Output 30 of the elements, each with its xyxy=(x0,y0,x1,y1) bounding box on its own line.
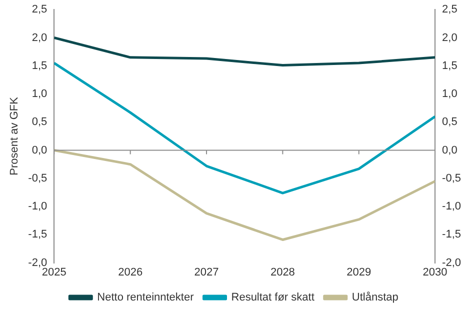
legend-label: Netto renteinntekter xyxy=(97,292,194,304)
y-tick-label: 1,5 xyxy=(32,60,48,72)
x-tick-label: 2026 xyxy=(118,266,143,278)
y2-tick-label: 2,0 xyxy=(442,32,458,44)
y2-tick-label: -1,0 xyxy=(442,200,462,213)
x-tick-label: 2028 xyxy=(270,266,295,278)
y2-tick-label: -0,5 xyxy=(442,172,462,184)
y-tick-label: 2,0 xyxy=(32,32,48,44)
y2-tick-label: 2,5 xyxy=(442,4,458,16)
y-axis-title: Prosent av GFK xyxy=(8,96,21,176)
y2-tick-label: 1,5 xyxy=(442,60,458,72)
y2-tick-label: 0,0 xyxy=(442,144,458,156)
y-tick-label: 2,5 xyxy=(32,4,48,16)
y-tick-label: 0,5 xyxy=(32,116,48,128)
y2-tick-label: 0,5 xyxy=(442,116,458,128)
x-tick-label: 2027 xyxy=(194,266,219,278)
y2-tick-label: 1,0 xyxy=(442,88,458,100)
x-tick-label: 2029 xyxy=(346,266,372,278)
y2-tick-label: -2,0 xyxy=(442,256,462,269)
x-tick-label: 2030 xyxy=(422,266,448,278)
y-tick-label: -1,5 xyxy=(28,228,48,241)
y-tick-label: 1,0 xyxy=(32,88,48,100)
y-tick-label: -0,5 xyxy=(28,172,48,184)
legend-label: Resultat før skatt xyxy=(231,292,314,304)
x-tick-label: 2025 xyxy=(42,266,66,278)
legend-label: Utlånstap xyxy=(352,292,398,304)
y-tick-label: -2,0 xyxy=(28,256,48,269)
y-tick-label: 0,0 xyxy=(32,144,48,156)
y2-tick-label: -1,5 xyxy=(442,228,462,241)
y-tick-label: -1,0 xyxy=(28,200,48,213)
